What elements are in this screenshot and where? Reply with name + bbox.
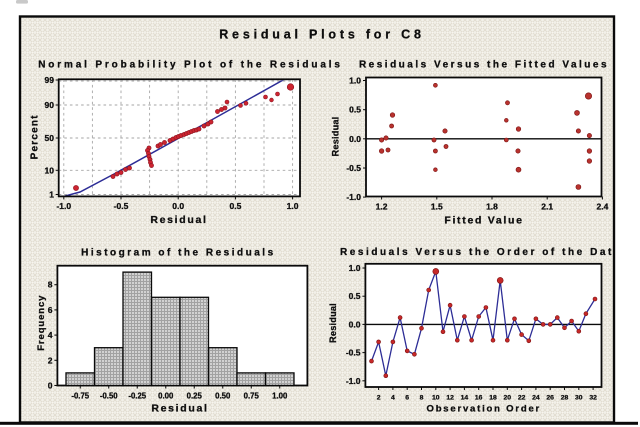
- svg-text:10: 10: [432, 395, 440, 402]
- svg-text:99: 99: [45, 75, 55, 85]
- svg-text:16: 16: [475, 395, 483, 402]
- svg-text:0.5: 0.5: [349, 291, 361, 301]
- svg-text:-1.0: -1.0: [346, 376, 361, 386]
- svg-text:Fitted Value: Fitted Value: [444, 215, 523, 227]
- svg-text:Residual: Residual: [331, 117, 341, 157]
- svg-text:2: 2: [48, 355, 53, 365]
- svg-text:6: 6: [48, 305, 53, 315]
- svg-text:32: 32: [589, 395, 597, 402]
- svg-text:-0.5: -0.5: [346, 163, 361, 173]
- svg-text:14: 14: [461, 395, 469, 402]
- svg-text:Residuals Versus the Fitted Va: Residuals Versus the Fitted Values: [359, 60, 609, 71]
- svg-text:1.2: 1.2: [376, 202, 388, 212]
- svg-text:Percent: Percent: [30, 114, 41, 159]
- svg-text:1.00: 1.00: [272, 391, 288, 400]
- svg-text:18: 18: [489, 395, 497, 402]
- svg-text:1.0: 1.0: [349, 263, 361, 273]
- svg-text:10: 10: [45, 165, 55, 175]
- svg-text:20: 20: [504, 395, 512, 402]
- svg-text:Observation Order: Observation Order: [427, 404, 542, 415]
- svg-text:Residual: Residual: [150, 214, 207, 226]
- svg-text:30: 30: [575, 395, 583, 402]
- svg-text:1.5: 1.5: [431, 202, 443, 212]
- svg-text:0.5: 0.5: [349, 105, 361, 115]
- svg-text:24: 24: [532, 395, 540, 402]
- svg-text:0.0: 0.0: [349, 134, 361, 144]
- svg-text:0.0: 0.0: [172, 201, 184, 211]
- svg-text:Residual: Residual: [328, 303, 338, 343]
- svg-text:26: 26: [546, 395, 554, 402]
- svg-text:-1.0: -1.0: [56, 201, 71, 211]
- svg-text:Residual: Residual: [151, 403, 208, 415]
- svg-text:Histogram of the Residuals: Histogram of the Residuals: [81, 248, 275, 259]
- svg-text:Residuals Versus the Order of: Residuals Versus the Order of the Data: [340, 247, 622, 258]
- svg-text:1.0: 1.0: [349, 76, 361, 86]
- svg-text:1.8: 1.8: [486, 202, 498, 212]
- svg-text:2.4: 2.4: [596, 202, 608, 212]
- svg-text:2.1: 2.1: [541, 202, 553, 212]
- svg-text:6: 6: [405, 395, 409, 402]
- svg-text:0.5: 0.5: [229, 201, 241, 211]
- svg-text:1.0: 1.0: [287, 201, 299, 211]
- svg-text:8: 8: [48, 280, 53, 290]
- svg-text:-0.75: -0.75: [71, 391, 89, 400]
- svg-text:2: 2: [377, 395, 381, 402]
- svg-text:0: 0: [48, 381, 53, 391]
- svg-text:Residual Plots for C8: Residual Plots for C8: [219, 28, 425, 42]
- svg-text:-0.25: -0.25: [128, 391, 146, 400]
- svg-text:28: 28: [561, 395, 569, 402]
- svg-text:0.0: 0.0: [349, 319, 361, 329]
- svg-text:50: 50: [45, 133, 55, 143]
- svg-text:-0.50: -0.50: [100, 391, 118, 400]
- svg-text:Frequency: Frequency: [36, 295, 47, 351]
- svg-text:4: 4: [48, 330, 53, 340]
- svg-text:0.00: 0.00: [158, 391, 174, 400]
- svg-text:22: 22: [518, 395, 526, 402]
- svg-text:0.75: 0.75: [244, 391, 260, 400]
- svg-text:90: 90: [45, 100, 55, 110]
- svg-text:0.50: 0.50: [215, 391, 231, 400]
- svg-text:Normal Probability Plot of the: Normal Probability Plot of the Residuals: [38, 60, 343, 71]
- svg-text:-0.5: -0.5: [346, 348, 361, 358]
- svg-text:8: 8: [420, 395, 424, 402]
- svg-text:-1.0: -1.0: [346, 192, 361, 202]
- svg-text:0.25: 0.25: [187, 391, 203, 400]
- svg-text:-0.5: -0.5: [114, 201, 129, 211]
- svg-text:1: 1: [49, 190, 54, 200]
- svg-text:12: 12: [446, 395, 454, 402]
- svg-text:4: 4: [391, 395, 395, 402]
